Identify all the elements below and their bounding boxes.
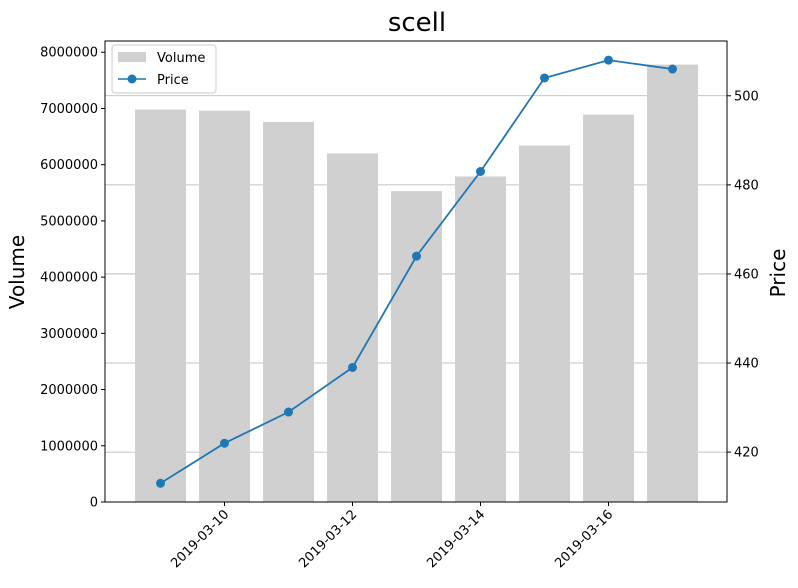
legend-volume-label: Volume (157, 51, 205, 66)
volume-bar-1 (199, 110, 250, 503)
y-left-tick-label-2: 2000000 (40, 383, 98, 398)
y-left-tick-label-7: 7000000 (40, 102, 98, 117)
volume-bar-3 (327, 153, 378, 502)
price-point-7 (604, 55, 613, 65)
price-point-4 (412, 251, 421, 261)
volume-bar-0 (135, 109, 186, 503)
y-right-tick-label-4: 500 (734, 89, 759, 104)
chart-title: scell (388, 8, 446, 38)
y-left-tick-label-8: 8000000 (40, 46, 98, 61)
y-right-tick-label-0: 420 (734, 446, 759, 461)
volume-bar-5 (455, 176, 506, 503)
y-left-tick-label-1: 1000000 (40, 439, 98, 454)
legend-price-marker (127, 74, 137, 84)
y-left-tick-label-0: 0 (90, 496, 98, 511)
y-left-tick-label-4: 4000000 (40, 271, 98, 286)
price-point-2 (284, 407, 293, 417)
volume-bar-8 (647, 64, 698, 503)
x-tick-label-0: 2019-03-10 (168, 507, 232, 571)
volume-bar-4 (391, 191, 442, 503)
y-left-tick-label-6: 6000000 (40, 158, 98, 173)
volume-bar-7 (583, 114, 634, 503)
y-left-tick-label-3: 3000000 (40, 327, 98, 342)
y-right-tick-label-1: 440 (734, 357, 759, 372)
y-left-tick-label-5: 5000000 (40, 214, 98, 229)
plot-frame (104, 40, 728, 503)
volume-bar-6 (519, 145, 570, 502)
legend-price-label: Price (157, 73, 189, 88)
y-axis-right-title: Price (766, 249, 790, 298)
price-point-0 (156, 478, 165, 488)
y-right-tick-label-3: 480 (734, 178, 759, 193)
price-point-5 (476, 167, 485, 177)
price-point-1 (220, 438, 229, 448)
price-point-8 (668, 64, 677, 74)
bar-layer (135, 64, 698, 503)
volume-bar-2 (263, 121, 314, 502)
price-point-3 (348, 362, 357, 372)
legend: Volume Price (111, 44, 217, 94)
legend-volume-swatch (118, 52, 146, 62)
y-right-tick-label-2: 460 (734, 267, 759, 282)
x-tick-label-1: 2019-03-12 (296, 507, 360, 571)
x-tick-label-3: 2019-03-16 (552, 507, 616, 571)
price-point-6 (540, 73, 549, 83)
x-tick-label-2: 2019-03-14 (424, 507, 488, 571)
y-axis-left-title: Volume (5, 235, 29, 309)
line-layer (156, 55, 677, 488)
